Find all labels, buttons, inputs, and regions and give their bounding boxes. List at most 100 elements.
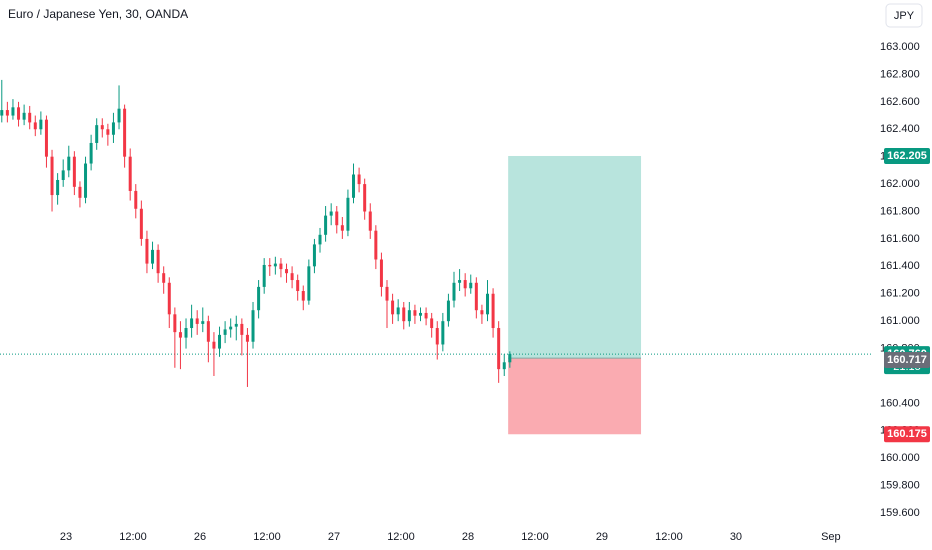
- currency-label[interactable]: JPY: [894, 10, 915, 22]
- candle-body: [329, 211, 333, 216]
- y-tick-label: 159.800: [880, 480, 920, 492]
- price-label: 160.717: [887, 354, 927, 366]
- candle-body: [17, 107, 21, 120]
- candle-body: [117, 108, 121, 123]
- candle-body: [480, 310, 484, 315]
- candle-body: [178, 332, 182, 338]
- candle-body: [240, 323, 244, 335]
- candle-body: [262, 264, 266, 287]
- candle-body: [374, 230, 378, 260]
- x-tick-label: 28: [462, 531, 474, 543]
- candle-body: [145, 238, 149, 264]
- candle-body: [61, 170, 65, 180]
- candle-body: [67, 156, 71, 171]
- y-tick-label: 161.600: [880, 233, 920, 245]
- candle-body: [190, 318, 194, 329]
- x-tick-label: 12:00: [387, 531, 415, 543]
- candle-body: [33, 122, 37, 130]
- x-tick-label: 12:00: [655, 531, 683, 543]
- candle-body: [301, 291, 305, 301]
- y-tick-label: 160.400: [880, 397, 920, 409]
- candle-body: [502, 362, 506, 370]
- price-label-box: [884, 426, 930, 443]
- candle-body: [22, 112, 26, 120]
- candle-body: [184, 328, 188, 338]
- candle-body: [50, 156, 54, 196]
- candle-body: [279, 263, 283, 270]
- y-tick-label: 161.000: [880, 315, 920, 327]
- candle-body: [419, 312, 423, 316]
- candle-body: [28, 112, 32, 123]
- candle-body: [139, 208, 143, 239]
- candle-body: [335, 211, 339, 226]
- candle-body: [234, 323, 238, 327]
- profit-zone: [508, 155, 642, 359]
- y-tick-label: 162.000: [880, 178, 920, 190]
- candle-body: [424, 312, 428, 319]
- x-tick-label: 12:00: [521, 531, 549, 543]
- candle-body: [268, 264, 272, 267]
- price-label-box: [884, 147, 930, 164]
- candle-body: [128, 156, 132, 191]
- candle-body: [402, 307, 406, 322]
- candle-body: [486, 293, 490, 315]
- candle-body: [497, 328, 501, 370]
- candle-body: [413, 310, 417, 316]
- candle-body: [162, 273, 166, 283]
- candle-body: [285, 269, 289, 274]
- candle-body: [273, 263, 277, 267]
- x-tick-label: 12:00: [253, 531, 281, 543]
- candle-body: [195, 318, 199, 324]
- candle-body: [446, 300, 450, 322]
- candle-body: [100, 125, 104, 130]
- candle-body: [257, 286, 261, 311]
- loss-zone: [508, 358, 642, 435]
- candle-body: [11, 107, 15, 116]
- candle-body: [44, 119, 48, 157]
- candle-body: [0, 110, 4, 116]
- candle-body: [206, 321, 210, 342]
- candle-body: [407, 310, 411, 322]
- candle-body: [229, 326, 233, 330]
- x-tick-label: 27: [328, 531, 340, 543]
- x-tick-label: Sep: [821, 531, 841, 543]
- candle-body: [318, 234, 322, 245]
- candle-body: [368, 211, 372, 231]
- candle-body: [296, 280, 300, 292]
- candle-body: [223, 329, 227, 335]
- price-label: 160.175: [887, 428, 927, 440]
- y-tick-label: 162.800: [880, 68, 920, 80]
- candle-body: [463, 280, 467, 289]
- candle-body: [474, 282, 478, 311]
- y-tick-label: 163.000: [880, 41, 920, 53]
- candle-body: [167, 282, 171, 315]
- candle-body: [156, 249, 160, 274]
- candle-body: [508, 354, 512, 363]
- candle-body: [72, 156, 76, 187]
- candle-body: [346, 197, 350, 231]
- candle-body: [134, 190, 138, 209]
- y-tick-label: 162.600: [880, 96, 920, 108]
- candle-body: [245, 334, 249, 342]
- candle-body: [212, 341, 216, 349]
- y-tick-label: 161.400: [880, 260, 920, 272]
- candle-body: [251, 310, 255, 342]
- candle-body: [324, 215, 328, 235]
- candle-body: [430, 318, 434, 329]
- candle-body: [441, 321, 445, 345]
- candle-body: [111, 122, 115, 135]
- candle-body: [469, 282, 473, 289]
- candle-body: [357, 174, 361, 185]
- candle-body: [5, 110, 9, 116]
- candle-body: [396, 307, 400, 315]
- candle-body: [173, 314, 177, 333]
- candle-body: [89, 142, 93, 164]
- currency-button[interactable]: [885, 3, 923, 28]
- candle-body: [290, 273, 294, 281]
- price-label: 162.205: [887, 150, 927, 162]
- candle-body: [385, 286, 389, 301]
- y-tick-label: 159.600: [880, 507, 920, 519]
- candle-body: [106, 129, 110, 135]
- candle-body: [379, 259, 383, 287]
